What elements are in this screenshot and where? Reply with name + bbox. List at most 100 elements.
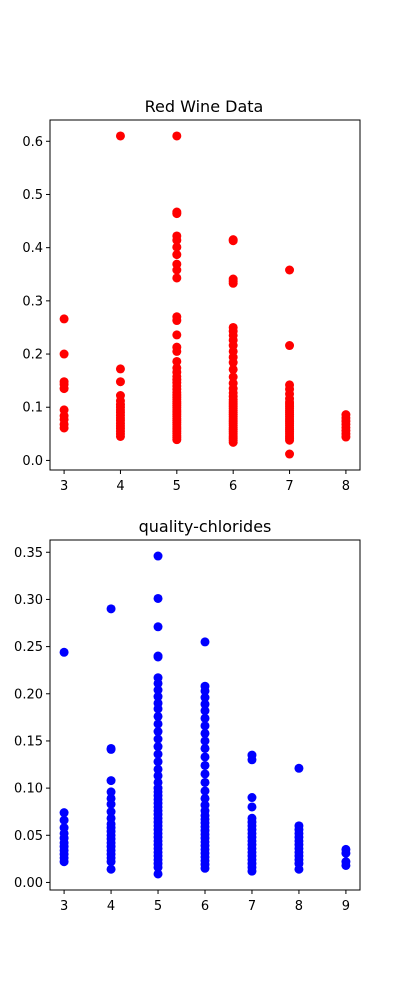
x-tick-label: 5	[154, 899, 162, 914]
axes-frame	[49, 119, 361, 471]
axis-ticks: 3 4 5 6 7 8 9 0.00 0.05 0.10 0.15 0.20 0.25 0.30 0.35	[14, 546, 350, 914]
scatter-point	[106, 604, 116, 614]
scatter-point	[172, 131, 182, 141]
scatter-point	[341, 410, 351, 420]
chart-title: Red Wine Data	[145, 97, 264, 116]
scatter-point	[153, 593, 163, 603]
scatter-point	[341, 844, 351, 854]
scatter-point	[106, 793, 116, 803]
scatter-point	[228, 274, 238, 284]
scatter-point	[247, 802, 257, 812]
scatter-point	[172, 356, 182, 366]
scatter-point	[294, 821, 304, 831]
scatter-point	[153, 734, 163, 744]
x-tick-label: 3	[60, 899, 68, 914]
scatter-point	[200, 777, 210, 787]
scatter-point	[172, 231, 182, 241]
scatter-point	[285, 341, 295, 351]
scatter-point	[59, 377, 69, 387]
scatter-point	[153, 764, 163, 774]
scatter-point	[153, 673, 163, 683]
scatter-point	[294, 763, 304, 773]
x-tick-label: 9	[342, 899, 350, 914]
scatter-point	[172, 273, 182, 283]
scatter-point	[200, 736, 210, 746]
scatter-point	[200, 693, 210, 703]
y-tick-label: 0.30	[14, 593, 43, 608]
x-tick-label: 3	[60, 479, 68, 494]
scatter-point	[228, 372, 238, 382]
scatter-point	[153, 698, 163, 708]
scatter-point	[153, 622, 163, 632]
scatter-point	[153, 692, 163, 702]
y-tick-label: 0.3	[22, 294, 43, 309]
scatter-point	[200, 760, 210, 770]
scatter-point	[172, 259, 182, 269]
scatter-point	[200, 769, 210, 779]
scatter-point	[341, 857, 351, 867]
scatter-point	[153, 771, 163, 781]
x-tick-label: 4	[116, 479, 124, 494]
x-tick-label: 6	[229, 479, 237, 494]
scatter-point	[59, 405, 69, 415]
scatter-point	[153, 757, 163, 767]
scatter-point	[153, 727, 163, 737]
scatter-point	[153, 685, 163, 695]
scatter-point	[172, 330, 182, 340]
x-tick-label: 8	[295, 899, 303, 914]
y-tick-label: 0.1	[22, 401, 43, 416]
quality-chlorides-chart: quality-chlorides 3 4 5 6 7 8 9 0.00 0.05 0.10 0.1…	[14, 517, 361, 914]
scatter-point	[247, 813, 257, 823]
scatter-point	[153, 719, 163, 729]
scatter-point	[172, 242, 182, 252]
y-tick-label: 0.4	[22, 241, 43, 256]
scatter-point	[200, 743, 210, 753]
scatter-point	[200, 699, 210, 709]
scatter-point	[153, 551, 163, 561]
scatter-point	[200, 637, 210, 647]
scatter-point	[106, 787, 116, 797]
x-tick-label: 6	[201, 899, 209, 914]
scatter-point	[153, 777, 163, 787]
y-tick-label: 0.25	[14, 640, 43, 655]
scatter-point	[172, 312, 182, 322]
scatter-point	[106, 807, 116, 817]
scatter-point	[106, 776, 116, 786]
scatter-point	[247, 750, 257, 760]
y-tick-label: 0.10	[14, 782, 43, 797]
scatter-point	[115, 391, 125, 401]
scatter-point	[153, 749, 163, 759]
scatter-point	[285, 380, 295, 390]
scatter-point	[153, 711, 163, 721]
scatter-point	[200, 681, 210, 691]
y-tick-label: 0.6	[22, 135, 43, 150]
scatter-point	[106, 743, 116, 753]
scatter-point	[59, 647, 69, 657]
y-tick-label: 0.2	[22, 348, 43, 363]
x-tick-label: 5	[173, 479, 181, 494]
scatter-point	[153, 651, 163, 661]
x-tick-label: 7	[248, 899, 256, 914]
scatter-point	[200, 728, 210, 738]
y-tick-label: 0.15	[14, 734, 43, 749]
scatter-point	[59, 349, 69, 359]
y-tick-label: 0.5	[22, 188, 43, 203]
scatter-point	[59, 314, 69, 324]
scatter-point	[228, 364, 238, 374]
axes-frame	[49, 539, 361, 891]
x-tick-label: 4	[107, 899, 115, 914]
scatter-point	[115, 364, 125, 374]
scatter-point	[200, 721, 210, 731]
scatter-point	[172, 342, 182, 352]
x-tick-label: 8	[342, 479, 350, 494]
data-points	[59, 131, 351, 459]
scatter-point	[200, 786, 210, 796]
scatter-point	[228, 378, 238, 388]
scatter-point	[228, 322, 238, 332]
red-wine-chart: Red Wine Data 3 4 5 6 7 8 0.0 0.1 0.2 0.3 0.4 0.5 0.…	[22, 97, 361, 494]
scatter-point	[172, 363, 182, 373]
scatter-point	[285, 265, 295, 275]
scatter-point	[200, 713, 210, 723]
chart-title: quality-chlorides	[139, 517, 272, 536]
